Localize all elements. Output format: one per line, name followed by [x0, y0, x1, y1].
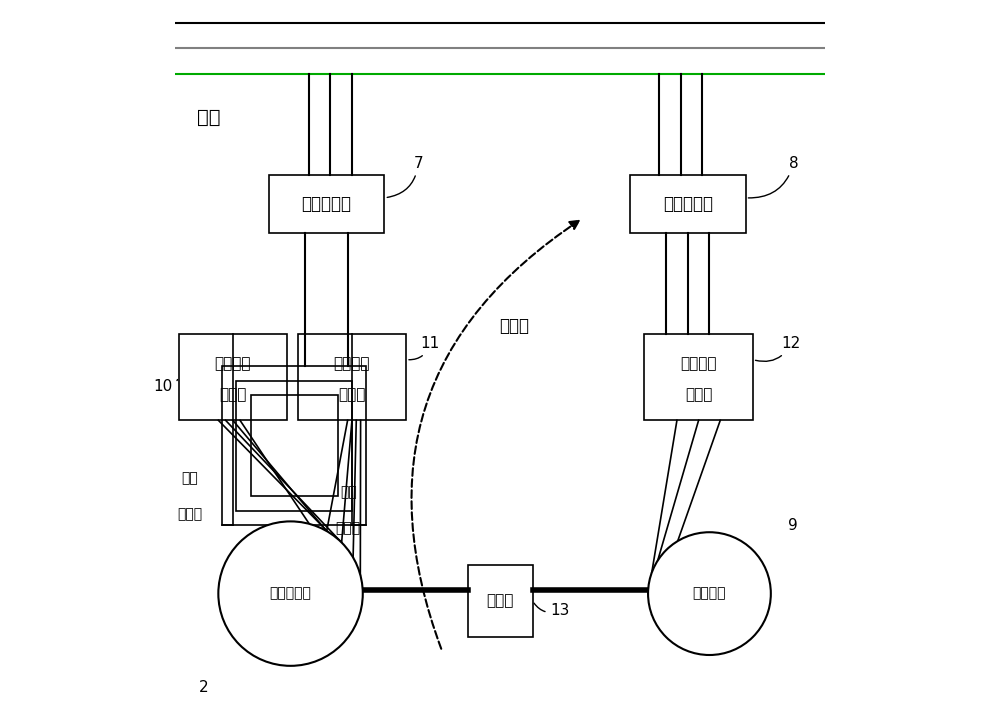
Text: 12: 12 — [755, 336, 801, 361]
Text: 电源二: 电源二 — [338, 386, 366, 402]
Text: 变频试验: 变频试验 — [334, 357, 370, 371]
Text: 绕组一: 绕组一 — [177, 507, 202, 521]
Text: 电源三: 电源三 — [685, 386, 712, 402]
Text: 第二开关柜: 第二开关柜 — [663, 194, 713, 212]
Text: 13: 13 — [534, 603, 570, 618]
Text: 11: 11 — [409, 336, 440, 360]
FancyBboxPatch shape — [269, 175, 384, 233]
Text: 能量流: 能量流 — [499, 318, 529, 336]
Text: 9: 9 — [788, 518, 797, 532]
FancyBboxPatch shape — [644, 334, 753, 420]
Text: 联轴器: 联轴器 — [486, 593, 514, 608]
Text: 7: 7 — [387, 155, 423, 197]
Text: 变频试验: 变频试验 — [215, 357, 251, 371]
Text: 10: 10 — [153, 379, 178, 394]
Bar — [251, 395, 338, 496]
Text: 绕组二: 绕组二 — [336, 521, 361, 536]
Text: 第一开关柜: 第一开关柜 — [302, 194, 352, 212]
Text: 电网: 电网 — [197, 107, 220, 126]
Text: 电枢: 电枢 — [340, 486, 357, 500]
Text: 陪试电机: 陪试电机 — [693, 587, 726, 600]
Bar — [222, 366, 366, 525]
Text: 电源一: 电源一 — [219, 386, 246, 402]
FancyBboxPatch shape — [630, 175, 746, 233]
Text: 8: 8 — [748, 155, 799, 198]
Text: 电枢: 电枢 — [181, 471, 198, 485]
Text: 2: 2 — [199, 680, 209, 695]
FancyBboxPatch shape — [179, 334, 287, 420]
FancyBboxPatch shape — [298, 334, 406, 420]
Text: 双绕组电机: 双绕组电机 — [270, 587, 311, 600]
Circle shape — [648, 532, 771, 655]
FancyBboxPatch shape — [468, 565, 533, 637]
Text: 变频试验: 变频试验 — [680, 357, 717, 371]
Bar — [236, 381, 352, 510]
Circle shape — [218, 521, 363, 666]
